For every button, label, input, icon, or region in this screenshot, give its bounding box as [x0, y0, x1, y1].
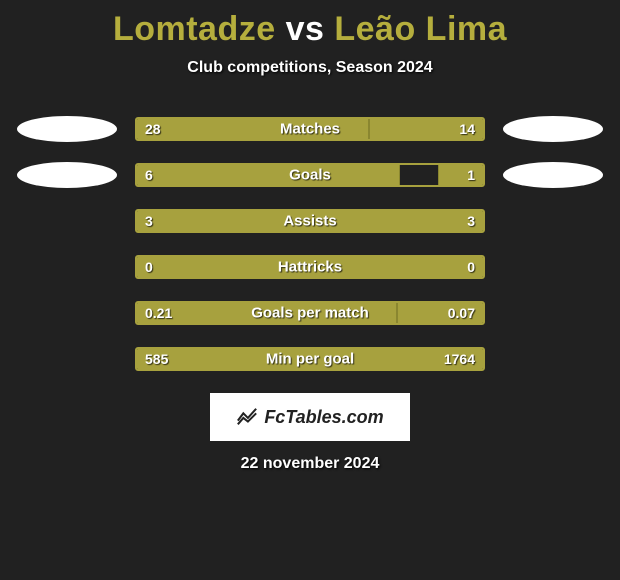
stat-value-left: 0 [145, 259, 153, 275]
stat-value-left: 3 [145, 213, 153, 229]
stat-value-right: 1 [467, 167, 475, 183]
stat-bar: 585 Min per goal 1764 [135, 347, 485, 371]
footer-date: 22 november 2024 [0, 455, 620, 473]
stat-row: 0.21 Goals per match 0.07 [0, 301, 620, 325]
stat-label: Min per goal [266, 351, 354, 368]
chart-icon [236, 406, 258, 428]
stat-label: Goals per match [251, 305, 369, 322]
stat-bar: 0 Hattricks 0 [135, 255, 485, 279]
stat-bar: 3 Assists 3 [135, 209, 485, 233]
stat-row: 6 Goals 1 [0, 163, 620, 187]
player-right-avatar [503, 162, 603, 188]
stat-bar: 6 Goals 1 [135, 163, 485, 187]
title-left: Lomtadze [113, 10, 276, 48]
stat-label: Goals [289, 167, 331, 184]
stat-bar: 28 Matches 14 [135, 117, 485, 141]
title-right: Leão Lima [334, 10, 507, 48]
stat-value-right: 14 [459, 121, 475, 137]
stat-label: Assists [283, 213, 336, 230]
stat-row: 585 Min per goal 1764 [0, 347, 620, 371]
subtitle: Club competitions, Season 2024 [0, 59, 620, 77]
comparison-chart: 28 Matches 14 6 Goals 1 3 Assists 3 0 Hattricks 0 0.… [0, 117, 620, 371]
stat-row: 28 Matches 14 [0, 117, 620, 141]
stat-value-left: 6 [145, 167, 153, 183]
stat-value-right: 0.07 [448, 305, 475, 321]
stat-value-left: 0.21 [145, 305, 172, 321]
stat-label: Hattricks [278, 259, 342, 276]
player-left-avatar [17, 116, 117, 142]
stat-value-left: 585 [145, 351, 168, 367]
title-vs: vs [286, 10, 325, 48]
stat-row: 3 Assists 3 [0, 209, 620, 233]
stat-label: Matches [280, 121, 340, 138]
stat-value-right: 0 [467, 259, 475, 275]
page-title: Lomtadze vs Leão Lima [0, 0, 620, 49]
stat-bar: 0.21 Goals per match 0.07 [135, 301, 485, 325]
site-logo: FcTables.com [210, 393, 410, 441]
stat-value-left: 28 [145, 121, 161, 137]
stat-row: 0 Hattricks 0 [0, 255, 620, 279]
stat-value-right: 3 [467, 213, 475, 229]
logo-text: FcTables.com [264, 407, 383, 428]
player-left-avatar [17, 162, 117, 188]
stat-value-right: 1764 [444, 351, 475, 367]
player-right-avatar [503, 116, 603, 142]
